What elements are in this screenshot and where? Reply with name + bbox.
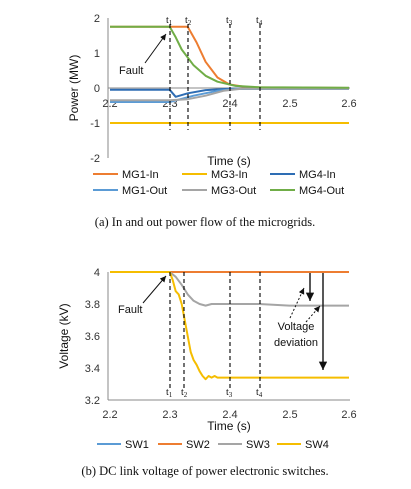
y-tick-label: -2 <box>90 153 100 165</box>
legend-label-mg1-out: MG1-Out <box>122 185 167 197</box>
voltage-caption: (b) DC link voltage of power electronic … <box>81 464 328 478</box>
t4-label: t4 <box>256 15 263 27</box>
series-line-sw3 <box>110 271 349 307</box>
power-flow-time-markers: t1 t2 t3 t4 <box>166 15 263 130</box>
y-tick-label: 0 <box>94 83 100 95</box>
voltage-x-label: Time (s) <box>207 419 251 433</box>
fault-annotation: Fault <box>118 304 142 316</box>
x-tick-label: 2.6 <box>341 98 356 110</box>
legend-label-sw4: SW4 <box>305 439 329 451</box>
dc-link-voltage-chart: 4 3.8 3.6 3.4 3.2 2.2 2.3 2.4 2.5 2.6 Vo… <box>57 267 357 478</box>
legend-label-mg1-in: MG1-In <box>122 169 159 181</box>
voltage-legend: SW1 SW2 SW3 SW4 <box>97 439 329 451</box>
t4-label: t4 <box>256 387 263 399</box>
voltage-axes <box>107 272 350 401</box>
power-flow-y-label: Power (MW) <box>67 55 81 122</box>
y-tick-label: 3.2 <box>85 395 100 407</box>
legend-label-sw3: SW3 <box>246 439 270 451</box>
deviation-pointer-upper <box>289 287 305 319</box>
x-tick-label: 2.4 <box>222 409 237 421</box>
voltage-deviation-annotation-line2: deviation <box>274 337 318 349</box>
voltage-x-ticks: 2.2 2.3 2.4 2.5 2.6 <box>102 409 356 421</box>
fault-arrow <box>144 33 167 64</box>
power-flow-chart: 2 1 0 -1 -2 2.2 2.3 2.4 2.5 2.6 Power (M… <box>67 13 357 229</box>
x-tick-label: 2.3 <box>162 409 177 421</box>
y-tick-label: -1 <box>90 118 100 130</box>
t3-label: t3 <box>226 15 233 27</box>
y-tick-label: 4 <box>94 267 100 279</box>
power-flow-legend: MG1-In MG3-In MG4-In MG1-Out MG3-Out MG4… <box>93 169 344 197</box>
legend-label-mg3-out: MG3-Out <box>211 185 256 197</box>
series-line-mg4-out <box>110 25 350 89</box>
power-flow-caption: (a) In and out power flow of the microgr… <box>95 215 315 229</box>
y-tick-label: 3.8 <box>85 299 100 311</box>
voltage-deviation-annotation-line1: Voltage <box>278 321 315 333</box>
x-tick-label: 2.6 <box>341 409 356 421</box>
t1-label: t1 <box>166 15 173 27</box>
y-tick-label: 3.6 <box>85 331 100 343</box>
legend-label-sw2: SW2 <box>186 439 210 451</box>
voltage-y-label: Voltage (kV) <box>57 303 71 368</box>
t2-label: t2 <box>181 387 188 399</box>
legend-label-sw1: SW1 <box>125 439 149 451</box>
power-flow-y-ticks: 2 1 0 -1 -2 <box>90 13 100 165</box>
y-tick-label: 1 <box>94 48 100 60</box>
y-tick-label: 3.4 <box>85 363 100 375</box>
t1-label: t1 <box>166 387 173 399</box>
voltage-y-ticks: 4 3.8 3.6 3.4 3.2 <box>85 267 100 407</box>
x-tick-label: 2.2 <box>102 409 117 421</box>
x-tick-label: 2.5 <box>282 409 297 421</box>
legend-label-mg4-in: MG4-In <box>299 169 336 181</box>
t2-label: t2 <box>185 15 192 27</box>
power-flow-x-label: Time (s) <box>207 154 251 168</box>
t3-label: t3 <box>226 387 233 399</box>
voltage-time-markers: t1 t2 t3 t4 <box>166 272 263 399</box>
legend-label-mg4-out: MG4-Out <box>299 185 344 197</box>
deviation-pointer-lower <box>305 305 321 323</box>
y-tick-label: 2 <box>94 13 100 25</box>
x-tick-label: 2.5 <box>282 98 297 110</box>
series-line-mg1-in <box>110 25 350 89</box>
fault-annotation: Fault <box>119 65 143 77</box>
legend-label-mg3-in: MG3-In <box>211 169 248 181</box>
fault-arrow <box>142 275 167 304</box>
series-line-mg3-out <box>110 87 349 102</box>
series-line-sw4 <box>110 271 349 381</box>
